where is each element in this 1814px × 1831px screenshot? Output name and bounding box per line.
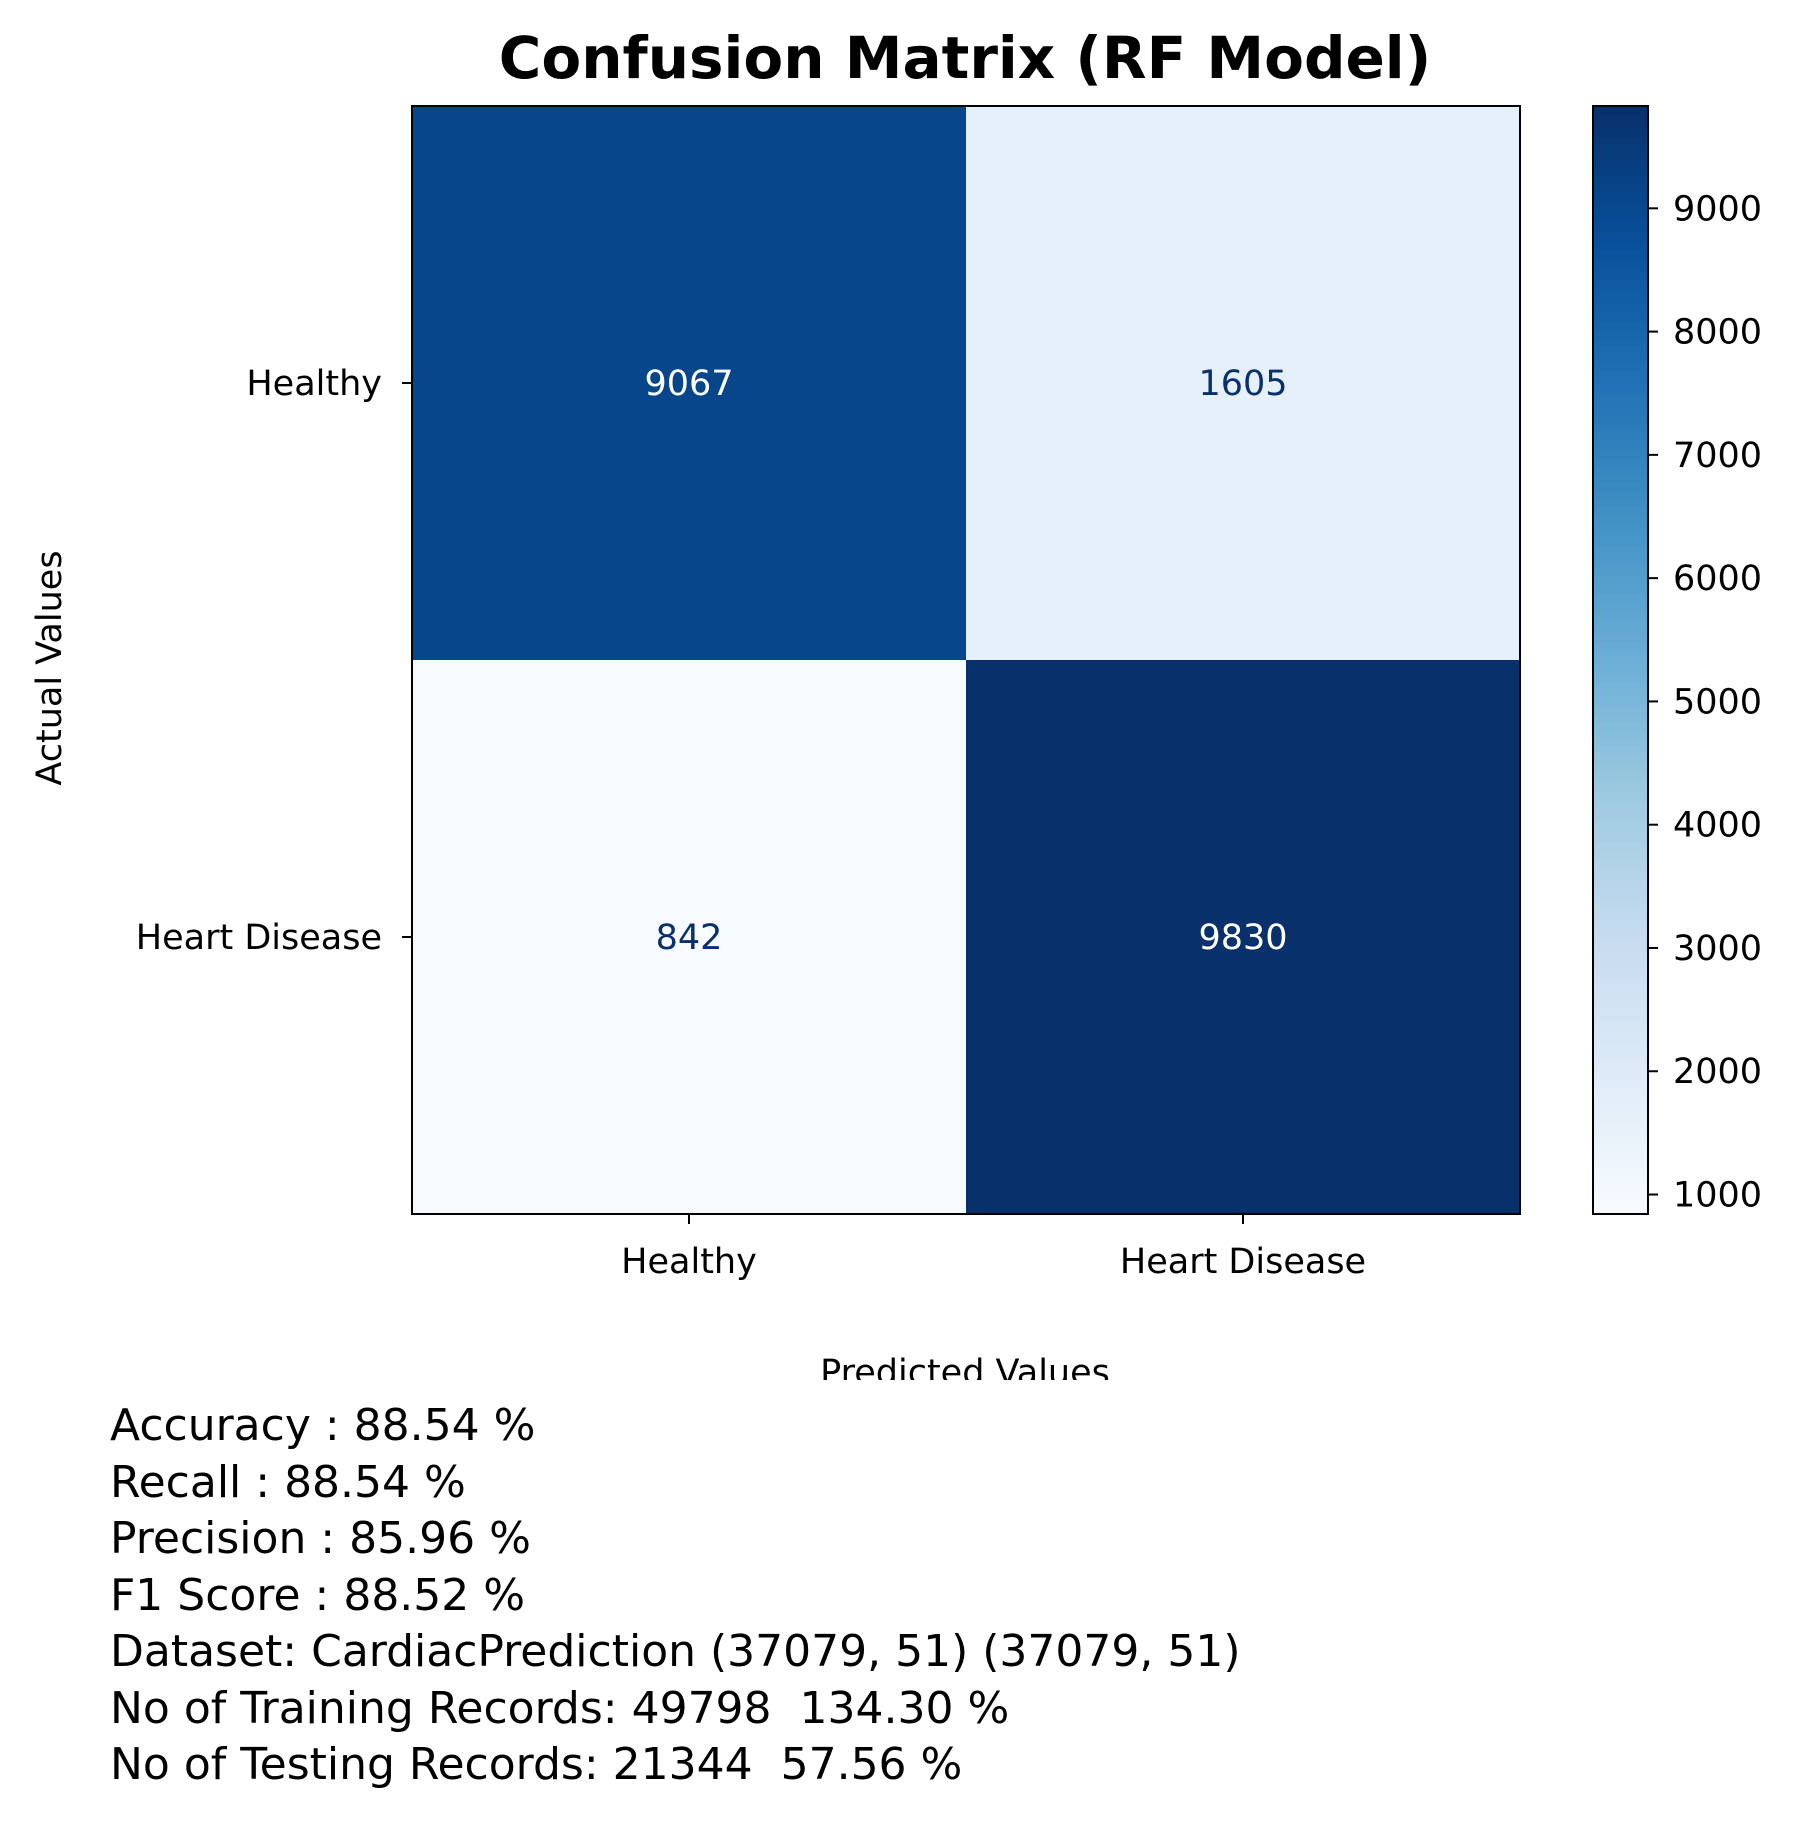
metric-line: F1 Score : 88.52 %	[110, 1569, 526, 1621]
y-tick-label: Heart Disease	[136, 918, 382, 958]
colorbar-tick-label: 8000	[1673, 313, 1762, 353]
metric-line: No of Testing Records: 21344 57.56 %	[110, 1739, 963, 1790]
metric-line: Recall : 88.54 %	[110, 1456, 466, 1508]
colorbar-tick-label: 1000	[1673, 1176, 1762, 1216]
colorbar-tick-label: 9000	[1673, 189, 1762, 229]
metric-line: Precision : 85.96 %	[110, 1513, 531, 1564]
colorbar-tick-label: 5000	[1673, 682, 1762, 722]
heatmap-cell	[966, 660, 1521, 1215]
colorbar-tick-label: 3000	[1673, 929, 1762, 969]
heatmap-cell	[966, 106, 1521, 661]
chart-title: Confusion Matrix (RF Model)	[499, 24, 1431, 92]
y-axis-ticks: Healthy Heart Disease	[136, 364, 412, 958]
y-tick-label: Healthy	[246, 364, 382, 404]
metric-line: Dataset: CardiacPrediction (37079, 51) (…	[110, 1626, 1241, 1677]
x-axis-ticks: Healthy Heart Disease	[621, 1214, 1366, 1282]
colorbar	[1592, 105, 1649, 1215]
colorbar-tick-label: 2000	[1673, 1052, 1762, 1092]
cell-value-label: 842	[656, 918, 723, 958]
cell-value-label: 1605	[1198, 364, 1287, 404]
colorbar-ticks: 1000 2000 3000 4000 5000 6000 7000 8000 9000	[1648, 189, 1762, 1216]
heatmap-cells	[412, 106, 1521, 1215]
colorbar-tick-label: 7000	[1673, 436, 1762, 476]
colorbar-tick-label: 4000	[1673, 806, 1762, 846]
x-axis-label: Predicted Values	[820, 1353, 1110, 1380]
heatmap-cell	[412, 660, 967, 1215]
heatmap-cell-labels: 9067 1605 842 9830	[644, 364, 1287, 958]
x-tick-label: Healthy	[621, 1242, 757, 1282]
plot-frame	[411, 105, 1521, 1215]
colorbar-tick-label: 6000	[1673, 559, 1762, 599]
metric-line: Accuracy : 88.54 %	[110, 1400, 536, 1451]
heatmap-cell	[412, 106, 967, 661]
metric-line: No of Training Records: 49798 134.30 %	[110, 1682, 1010, 1734]
x-tick-label: Heart Disease	[1120, 1242, 1366, 1282]
y-axis-label: Actual Values	[30, 550, 70, 785]
cell-value-label: 9067	[644, 364, 733, 404]
metrics-summary: Accuracy : 88.54 % Recall : 88.54 % Precis…	[110, 1398, 1241, 1794]
cell-value-label: 9830	[1198, 918, 1287, 958]
